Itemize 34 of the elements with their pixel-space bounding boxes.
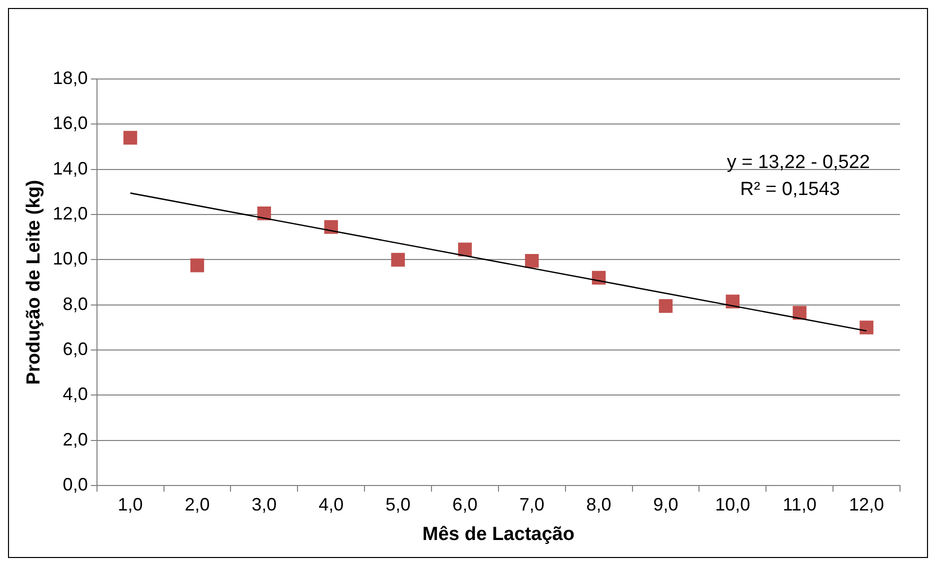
x-tick-label: 11,0 <box>782 494 816 514</box>
annotation: R² = 0,1543 <box>740 178 840 200</box>
point <box>458 242 472 256</box>
point <box>190 258 204 272</box>
y-tick-label: 14,0 <box>52 158 88 178</box>
x-tick-label: 9,0 <box>653 494 678 514</box>
x-tick-label: 6,0 <box>452 494 478 514</box>
x-tick-label: 12,0 <box>849 494 884 514</box>
x-tick-label: 4,0 <box>318 494 344 514</box>
point <box>391 252 405 267</box>
point <box>658 299 673 313</box>
x-tick-label: 10,0 <box>715 494 750 514</box>
x-tick-label: 5,0 <box>386 494 411 514</box>
y-tick-label: 8,0 <box>62 294 88 314</box>
y-tick-label: 6,0 <box>62 339 88 360</box>
y-tick-label: 12,0 <box>52 204 88 224</box>
y-axis-title: Produção de Leite (kg) <box>24 180 45 385</box>
y-tick-label: 10,0 <box>52 248 88 269</box>
point <box>525 254 539 268</box>
point <box>792 306 806 320</box>
x-axis-title: Mês de Lactação <box>422 524 574 545</box>
annotation: y = 13,22 - 0,522 <box>726 152 870 173</box>
x-tick-label: 8,0 <box>586 494 612 514</box>
x-tick-label: 1,0 <box>118 494 143 514</box>
x-tick-label: 2,0 <box>184 494 210 514</box>
x-tick-label: 3,0 <box>252 494 277 514</box>
point <box>860 320 874 334</box>
y-tick-label: 0,0 <box>62 474 88 495</box>
y-tick-label: 4,0 <box>62 384 88 404</box>
x-tick-label: 7,0 <box>519 494 544 514</box>
y-tick-label: 16,0 <box>52 113 88 134</box>
y-tick-label: 2,0 <box>62 429 88 450</box>
y-tick-label: 18,0 <box>52 68 88 88</box>
point <box>123 130 138 145</box>
